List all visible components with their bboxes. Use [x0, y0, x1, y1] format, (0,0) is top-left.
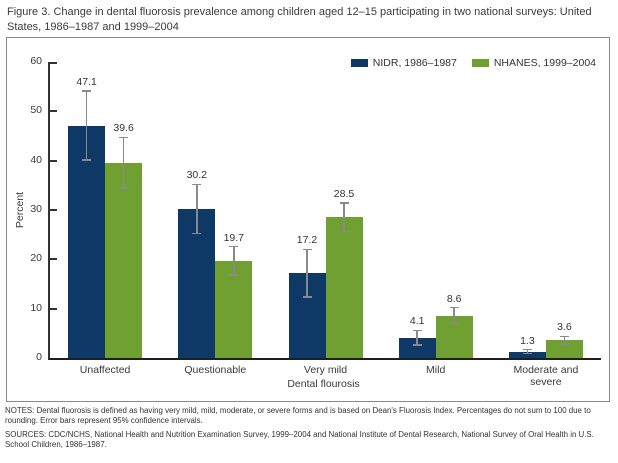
- error-bar-cap: [119, 136, 129, 139]
- legend-item-nhanes: NHANES, 1999–2004: [471, 57, 596, 69]
- error-bar-line: [526, 349, 529, 354]
- bar-nhanes-questionable: [215, 260, 253, 358]
- value-label: 28.5: [333, 188, 355, 201]
- error-bar-cap: [449, 306, 459, 309]
- error-bar-line: [453, 307, 455, 324]
- error-bar-line: [233, 246, 235, 276]
- chart-frame: NIDR, 1986–1987 NHANES, 1999–2004 Percent…: [6, 37, 610, 402]
- bar-nidr-mild: [398, 337, 436, 358]
- legend-swatch-nidr: [350, 59, 368, 67]
- x-tick-label-mild: Mild: [426, 364, 446, 376]
- y-tick: [50, 209, 57, 211]
- error-bar-cap: [192, 232, 202, 235]
- error-bar-cap: [522, 348, 532, 351]
- error-bar-cap: [82, 90, 92, 92]
- plot-area: 0 10 20 30 40 50 60 47.1 39.6 Unaffected 30.2 19.7 Q…: [30, 55, 601, 388]
- value-label: 3.6: [557, 321, 572, 334]
- value-label: 47.1: [76, 76, 97, 89]
- value-label: 30.2: [186, 169, 208, 182]
- x-tick-label-questionable: Questionable: [184, 364, 247, 376]
- y-tick-label: 30: [30, 203, 42, 215]
- bar-nidr-unaffected: [68, 125, 106, 358]
- error-bar-cap: [229, 274, 239, 276]
- error-bar-line: [416, 330, 418, 346]
- error-bar-cap: [412, 344, 422, 346]
- error-bar-line: [122, 137, 125, 188]
- value-label: 17.2: [296, 234, 318, 247]
- figure-sources: SOURCES: CDC/NCHS, National Health and N…: [5, 429, 594, 450]
- y-tick: [50, 110, 57, 113]
- error-bar-cap: [339, 202, 349, 204]
- y-tick: [50, 258, 57, 261]
- error-bar-line: [563, 336, 566, 345]
- error-bar-line: [196, 184, 198, 234]
- legend-swatch-nhanes: [471, 59, 489, 67]
- legend-label: NHANES, 1999–2004: [493, 57, 596, 69]
- error-bar-cap: [119, 187, 129, 189]
- error-bar-cap: [339, 230, 349, 233]
- legend-label: NIDR, 1986–1987: [372, 57, 457, 69]
- error-bar-cap: [559, 343, 569, 345]
- figure-notes: NOTES: Dental fluorosis is defined as ha…: [5, 406, 591, 426]
- error-bar-cap: [412, 329, 422, 332]
- error-bar-line: [306, 249, 308, 297]
- y-tick-label: 60: [30, 55, 42, 67]
- y-tick: [50, 307, 57, 310]
- value-label: 4.1: [409, 315, 425, 328]
- y-tick: [50, 62, 57, 64]
- error-bar-cap: [559, 335, 569, 338]
- value-label: 1.3: [520, 334, 535, 347]
- bar-nhanes-moderate-and-severe: [545, 340, 583, 358]
- x-tick-label-unaffected: Unaffected: [79, 364, 131, 376]
- legend-item-nidr: NIDR, 1986–1987: [350, 57, 457, 69]
- bar-nidr-moderate-and-severe: [508, 351, 546, 358]
- error-bar-cap: [192, 183, 202, 186]
- error-bar-line: [343, 203, 345, 232]
- y-tick-label: 20: [30, 252, 42, 265]
- y-tick-label: 50: [30, 104, 42, 117]
- x-tick-label-moderate-and-severe: Moderate and severe: [513, 364, 579, 389]
- x-axis-title: Dental flourosis: [287, 378, 360, 390]
- error-bar-cap: [302, 248, 312, 251]
- bar-nhanes-unaffected: [105, 162, 143, 358]
- y-tick: [50, 159, 57, 162]
- chart-legend: NIDR, 1986–1987 NHANES, 1999–2004: [350, 57, 596, 69]
- error-bar-cap: [229, 245, 239, 248]
- y-tick-label: 40: [30, 153, 42, 166]
- error-bar-cap: [449, 322, 459, 325]
- y-tick-label: 0: [36, 351, 42, 363]
- error-bar-cap: [82, 159, 92, 161]
- error-bar-cap: [522, 352, 532, 355]
- value-label: 8.6: [446, 292, 462, 305]
- x-tick-label-very-mild: Very mild: [303, 364, 348, 376]
- error-bar-cap: [302, 296, 312, 298]
- value-label: 19.7: [223, 231, 245, 244]
- y-tick-label: 10: [30, 301, 42, 314]
- error-bar-line: [85, 91, 88, 161]
- bar-nhanes-very-mild: [325, 217, 363, 358]
- figure-title: Figure 3. Change in dental fluorosis pre…: [7, 6, 592, 33]
- notes-block: NOTES: Dental fluorosis is defined as ha…: [5, 406, 613, 454]
- value-label: 39.6: [113, 122, 134, 135]
